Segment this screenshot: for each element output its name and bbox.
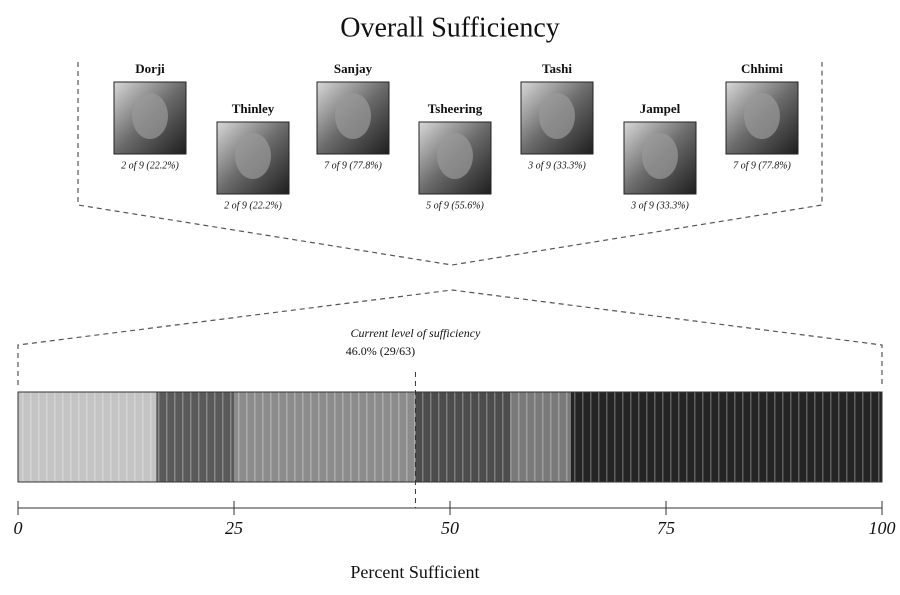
- person-name: Sanjay: [334, 61, 373, 76]
- person-name: Thinley: [232, 101, 275, 116]
- x-axis-label: Percent Sufficient: [350, 562, 479, 582]
- x-tick-label: 50: [441, 518, 459, 538]
- person-face: [437, 133, 473, 179]
- x-tick-label: 0: [14, 518, 23, 538]
- bar-stripes: [510, 392, 571, 482]
- person-label: 2 of 9 (22.2%): [121, 160, 179, 171]
- bar-stripes: [570, 392, 882, 482]
- person-face: [235, 133, 271, 179]
- person-face: [642, 133, 678, 179]
- bar-stripes: [18, 392, 157, 482]
- person-face: [132, 93, 168, 139]
- marker-label: 46.0% (29/63): [346, 344, 415, 358]
- person-label: 5 of 9 (55.6%): [426, 200, 484, 211]
- bar-stripes: [415, 392, 511, 482]
- person-name: Dorji: [135, 61, 165, 76]
- person-name: Jampel: [640, 101, 681, 116]
- person-label: 7 of 9 (77.8%): [324, 160, 382, 171]
- person-name: Tsheering: [428, 101, 483, 116]
- chart-title: Overall Sufficiency: [340, 12, 560, 43]
- person-name: Tashi: [542, 61, 572, 76]
- person-face: [335, 93, 371, 139]
- person-face: [539, 93, 575, 139]
- person-label: 3 of 9 (33.3%): [527, 160, 586, 171]
- marker-title: Current level of sufficiency: [351, 326, 482, 340]
- x-tick-label: 25: [225, 518, 243, 538]
- x-tick-label: 75: [657, 518, 675, 538]
- bar-outline: [17, 391, 883, 483]
- person-label: 3 of 9 (33.3%): [630, 200, 689, 211]
- x-tick-label: 100: [869, 518, 896, 538]
- connector: [17, 289, 883, 385]
- person-label: 7 of 9 (77.8%): [733, 160, 791, 171]
- person-label: 2 of 9 (22.2%): [224, 200, 282, 211]
- bar-stripes: [156, 392, 234, 482]
- person-face: [744, 93, 780, 139]
- person-name: Chhimi: [741, 61, 783, 76]
- bar-stripes: [234, 392, 416, 482]
